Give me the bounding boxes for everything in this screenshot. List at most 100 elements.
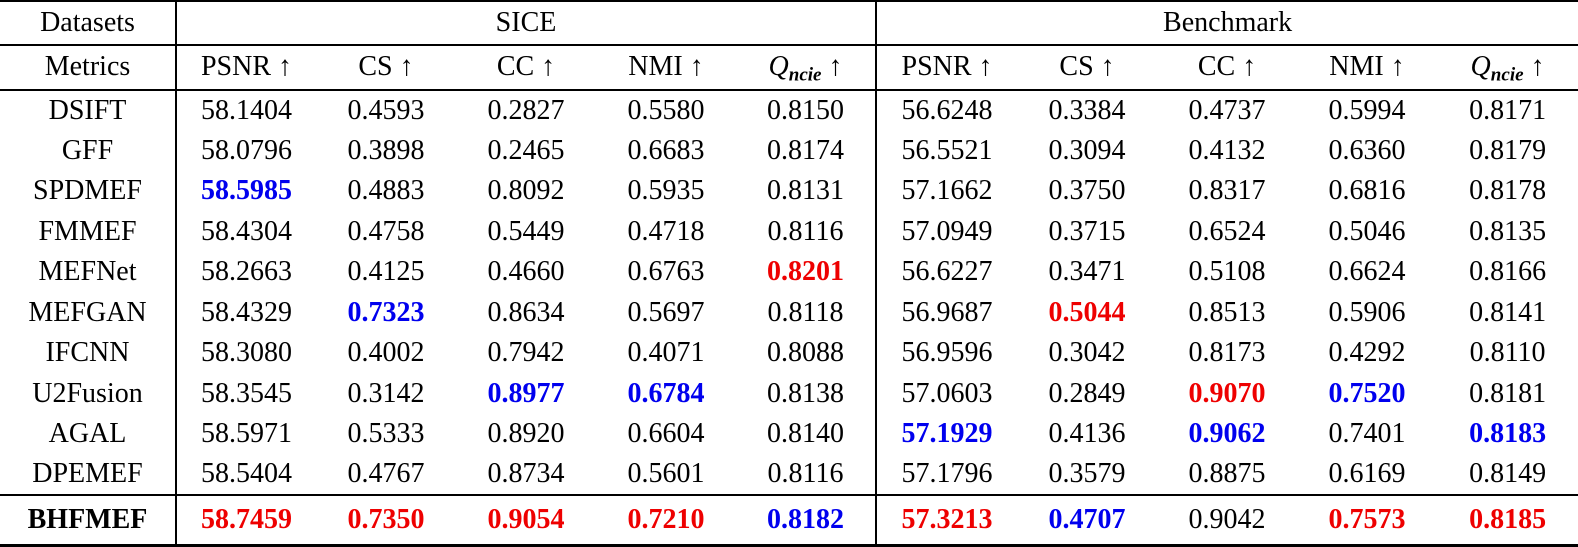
up-arrow-icon: ↑ bbox=[1093, 51, 1115, 83]
method-label: GFF bbox=[0, 130, 177, 171]
metric-header-benchmark-nmi: NMI ↑ bbox=[1297, 45, 1437, 91]
value-cell: 0.3579 bbox=[1048, 458, 1126, 489]
value-cell: 0.8513 bbox=[1188, 296, 1266, 328]
value-cell: 58.3080 bbox=[201, 337, 292, 369]
value-cell: 0.5046 bbox=[1328, 215, 1406, 247]
value-cell: 58.1404 bbox=[201, 94, 292, 126]
group-header-sice: SICE bbox=[176, 1, 878, 45]
value-cell: 0.3715 bbox=[1048, 215, 1126, 247]
value-cell: 56.9596 bbox=[901, 337, 993, 369]
value-cell: 0.6816 bbox=[1328, 175, 1406, 207]
value-cell: 0.8135 bbox=[1469, 215, 1547, 247]
value-cell: 0.6784 bbox=[627, 377, 705, 409]
value-cell: 58.5404 bbox=[201, 458, 292, 489]
metric-name: Q bbox=[768, 51, 789, 83]
method-label: DSIFT bbox=[0, 90, 177, 131]
datasets-header-cell: Datasets bbox=[0, 1, 177, 45]
value-cell: 0.9054 bbox=[487, 503, 565, 535]
value-cell: 0.4593 bbox=[347, 94, 425, 126]
value-cell: 0.5601 bbox=[627, 458, 705, 489]
value-cell: 0.4718 bbox=[627, 215, 705, 247]
value-cell: 0.8174 bbox=[736, 130, 878, 171]
value-cell: 0.3094 bbox=[1048, 134, 1126, 166]
method-label: AGAL bbox=[0, 413, 177, 455]
value-cell: 0.6763 bbox=[627, 256, 705, 288]
value-cell: 0.8173 bbox=[1188, 337, 1266, 369]
value-cell: 57.0603 bbox=[901, 377, 993, 409]
method-label: FMMEF bbox=[0, 211, 177, 252]
table-row-mefgan: MEFGAN 58.4329 0.7323 0.8634 0.5697 0.8118 56.… bbox=[0, 292, 1578, 333]
value-cell: 0.2465 bbox=[487, 134, 565, 166]
value-cell: 58.0796 bbox=[201, 134, 292, 166]
value-cell: 56.5521 bbox=[901, 134, 993, 166]
value-cell: 0.6624 bbox=[1328, 256, 1406, 288]
value-cell: 0.8092 bbox=[487, 175, 565, 207]
value-cell: 0.8734 bbox=[487, 458, 565, 489]
value-cell: 57.1662 bbox=[901, 175, 993, 207]
value-cell: 0.9042 bbox=[1188, 503, 1266, 535]
value-cell: 0.5044 bbox=[1048, 296, 1126, 328]
table-row-fmmef: FMMEF 58.4304 0.4758 0.5449 0.4718 0.8116 57.0… bbox=[0, 211, 1578, 252]
group-header-benchmark: Benchmark bbox=[1163, 6, 1293, 38]
method-label: IFCNN bbox=[0, 332, 177, 374]
value-cell: 0.5935 bbox=[627, 175, 705, 207]
value-cell: 0.3471 bbox=[1048, 256, 1126, 288]
value-cell: 0.8182 bbox=[736, 494, 878, 546]
value-cell: 0.5333 bbox=[347, 418, 425, 450]
value-cell: 0.8149 bbox=[1469, 458, 1547, 489]
value-cell: 0.9062 bbox=[1188, 418, 1266, 450]
value-cell: 0.4136 bbox=[1048, 418, 1126, 450]
table-row-mefnet: MEFNet 58.2663 0.4125 0.4660 0.6763 0.8201 56.… bbox=[0, 251, 1578, 293]
value-cell: 0.6360 bbox=[1328, 134, 1406, 166]
value-cell: 0.7520 bbox=[1328, 377, 1406, 409]
up-arrow-icon: ↑ bbox=[821, 51, 843, 83]
value-cell: 0.7323 bbox=[347, 296, 425, 328]
value-cell: 0.2827 bbox=[487, 94, 565, 126]
up-arrow-icon: ↑ bbox=[534, 51, 556, 83]
value-cell: 0.5994 bbox=[1328, 94, 1406, 126]
value-cell: 0.4002 bbox=[347, 337, 425, 369]
value-cell: 57.1929 bbox=[901, 418, 993, 450]
method-label: SPDMEF bbox=[0, 170, 177, 212]
metric-header-benchmark-cc: CC ↑ bbox=[1157, 45, 1297, 91]
value-cell: 0.8977 bbox=[487, 377, 565, 409]
table-row-gff: GFF 58.0796 0.3898 0.2465 0.6683 0.8174 56.552… bbox=[0, 130, 1578, 171]
value-cell: 0.8183 bbox=[1469, 418, 1547, 450]
value-cell: 0.7350 bbox=[347, 503, 425, 535]
metric-header-sice-cc: CC ↑ bbox=[456, 45, 596, 91]
value-cell: 0.8185 bbox=[1469, 503, 1547, 535]
value-cell: 58.5985 bbox=[201, 175, 292, 207]
up-arrow-icon: ↑ bbox=[682, 51, 704, 83]
metric-header-sice-q: Qncie ↑ bbox=[736, 44, 878, 91]
method-label: MEFGAN bbox=[0, 292, 177, 333]
value-cell: 0.4707 bbox=[1048, 503, 1126, 535]
value-cell: 56.6227 bbox=[901, 256, 993, 288]
value-cell: 0.3384 bbox=[1048, 94, 1126, 126]
method-label: U2Fusion bbox=[0, 373, 177, 414]
value-cell: 0.6683 bbox=[627, 134, 705, 166]
value-cell: 0.4737 bbox=[1188, 94, 1266, 126]
value-cell: 0.8110 bbox=[1469, 337, 1546, 369]
value-cell: 0.8140 bbox=[736, 413, 878, 455]
method-label: BHFMEF bbox=[0, 494, 177, 546]
value-cell: 0.8116 bbox=[736, 211, 878, 252]
value-cell: 0.4883 bbox=[347, 175, 425, 207]
value-cell: 0.8141 bbox=[1469, 296, 1547, 328]
value-cell: 0.3750 bbox=[1048, 175, 1126, 207]
value-cell: 0.3042 bbox=[1048, 337, 1126, 369]
value-cell: 0.6524 bbox=[1188, 215, 1266, 247]
metric-name: CS bbox=[1059, 51, 1094, 83]
value-cell: 0.6604 bbox=[627, 418, 705, 450]
value-cell: 0.8116 bbox=[736, 454, 878, 495]
table-row-agal: AGAL 58.5971 0.5333 0.8920 0.6604 0.8140 57.19… bbox=[0, 413, 1578, 455]
value-cell: 58.7459 bbox=[201, 503, 292, 535]
value-cell: 0.6169 bbox=[1328, 458, 1406, 489]
value-cell: 56.9687 bbox=[901, 296, 993, 328]
value-cell: 57.0949 bbox=[901, 215, 993, 247]
metric-header-benchmark-cs: CS ↑ bbox=[1017, 45, 1157, 91]
table-row-bhfmef: BHFMEF 58.7459 0.7350 0.9054 0.7210 0.8182 57.… bbox=[0, 494, 1578, 546]
value-cell: 0.8179 bbox=[1469, 134, 1547, 166]
